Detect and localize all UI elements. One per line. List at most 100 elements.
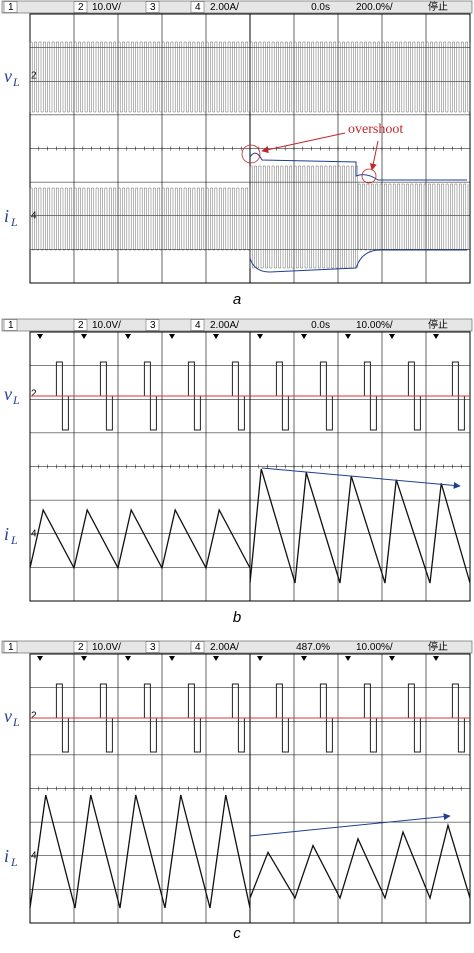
voltage-trace [29, 41, 471, 113]
header-ch4: 4 [195, 2, 201, 13]
current-symbol: i [4, 846, 9, 866]
header-ch3: 3 [150, 2, 156, 13]
channel-box [190, 1, 205, 13]
caption: a [233, 291, 241, 308]
channel-box [145, 319, 160, 331]
channel-box [73, 319, 88, 331]
channel-box [3, 1, 18, 13]
header-ch1: 1 [8, 2, 14, 13]
header-ch2-scale: 10.0V/ [92, 2, 121, 13]
current-symbol: i [4, 206, 9, 226]
trigger-marker [169, 334, 175, 339]
current-marker: 4 [31, 211, 37, 222]
trigger-marker [213, 656, 219, 661]
voltage-subscript: L [12, 75, 20, 89]
trigger-marker [257, 656, 263, 661]
overshoot-arrow [261, 132, 346, 154]
current-symbol: i [4, 524, 9, 544]
channel-box [145, 1, 160, 13]
trigger-marker [169, 656, 175, 661]
header-ch4-scale: 2.00A/ [210, 2, 239, 13]
header-ch2: 2 [78, 320, 84, 331]
channel-box [190, 319, 205, 331]
header-ch2-scale: 10.0V/ [92, 320, 121, 331]
header-ch2-scale: 10.0V/ [92, 642, 121, 653]
header-ch4-scale: 2.00A/ [210, 642, 239, 653]
current-marker: 4 [31, 851, 37, 862]
trigger-marker [125, 334, 131, 339]
channel-box [190, 641, 205, 653]
trigger-marker [433, 334, 439, 339]
header-status: 停止 [428, 0, 448, 13]
current-trace [29, 187, 251, 251]
current-trace [249, 165, 358, 269]
voltage-symbol: v [4, 384, 12, 404]
caption: c [233, 925, 241, 942]
header-timebase: 10.00%/ [356, 320, 393, 331]
header-ch4: 4 [195, 642, 201, 653]
current-subscript: L [10, 215, 18, 229]
trigger-marker [301, 334, 307, 339]
trigger-marker [345, 334, 351, 339]
channel-box [73, 641, 88, 653]
trigger-marker [257, 334, 263, 339]
header-bar [1, 318, 473, 332]
current-trace [29, 794, 251, 909]
trigger-marker [213, 334, 219, 339]
current-subscript: L [10, 533, 18, 547]
trigger-marker [389, 334, 395, 339]
voltage-marker: 2 [31, 711, 37, 722]
voltage-symbol: v [4, 66, 12, 86]
current-trace [249, 822, 471, 901]
overshoot-arrow [369, 140, 379, 171]
voltage-subscript: L [12, 715, 20, 729]
trigger-marker [37, 656, 43, 661]
channel-box [3, 319, 18, 331]
envelope [249, 152, 467, 181]
trigger-marker [433, 656, 439, 661]
voltage-marker: 2 [31, 389, 37, 400]
current-trace [29, 508, 251, 570]
header-delay: 0.0s [311, 320, 330, 331]
overshoot-label: overshoot [348, 122, 403, 137]
trigger-marker [345, 656, 351, 661]
voltage-symbol: v [4, 706, 12, 726]
trigger-marker [37, 334, 43, 339]
header-ch4-scale: 2.00A/ [210, 320, 239, 331]
trigger-marker [81, 334, 87, 339]
trigger-marker [301, 656, 307, 661]
overshoot-circle [241, 144, 261, 164]
channel-box [3, 641, 18, 653]
header-ch4: 4 [195, 320, 201, 331]
voltage-marker: 2 [31, 71, 37, 82]
trigger-marker [389, 656, 395, 661]
header-timebase: 200.0%/ [356, 2, 393, 13]
header-bar [1, 0, 473, 14]
scope-panel: 1 2 10.0V/3 4 2.00A/0.0s 10.00%/停止v L 2i L 4b [1, 318, 473, 626]
header-timebase: 10.00%/ [356, 642, 393, 653]
current-marker: 4 [31, 529, 37, 540]
header-status: 停止 [428, 318, 448, 331]
trigger-marker [125, 656, 131, 661]
trigger-marker [81, 656, 87, 661]
header-ch1: 1 [8, 320, 14, 331]
header-ch3: 3 [150, 642, 156, 653]
header-bar [1, 640, 473, 654]
caption: b [233, 609, 241, 626]
trend-arrow [249, 813, 451, 837]
header-ch1: 1 [8, 642, 14, 653]
scope-panel: 1 2 10.0V/3 4 2.00A/487.0% 10.00%/停止v L 2i L 4c [1, 640, 473, 942]
voltage-subscript: L [12, 393, 20, 407]
overshoot-circle [361, 168, 377, 184]
header-delay: 487.0% [296, 642, 330, 653]
trend-arrow [261, 467, 461, 489]
header-status: 停止 [428, 640, 448, 653]
channel-box [145, 641, 160, 653]
envelope [249, 249, 467, 273]
header-ch2: 2 [78, 2, 84, 13]
header-ch2: 2 [78, 642, 84, 653]
current-subscript: L [10, 855, 18, 869]
